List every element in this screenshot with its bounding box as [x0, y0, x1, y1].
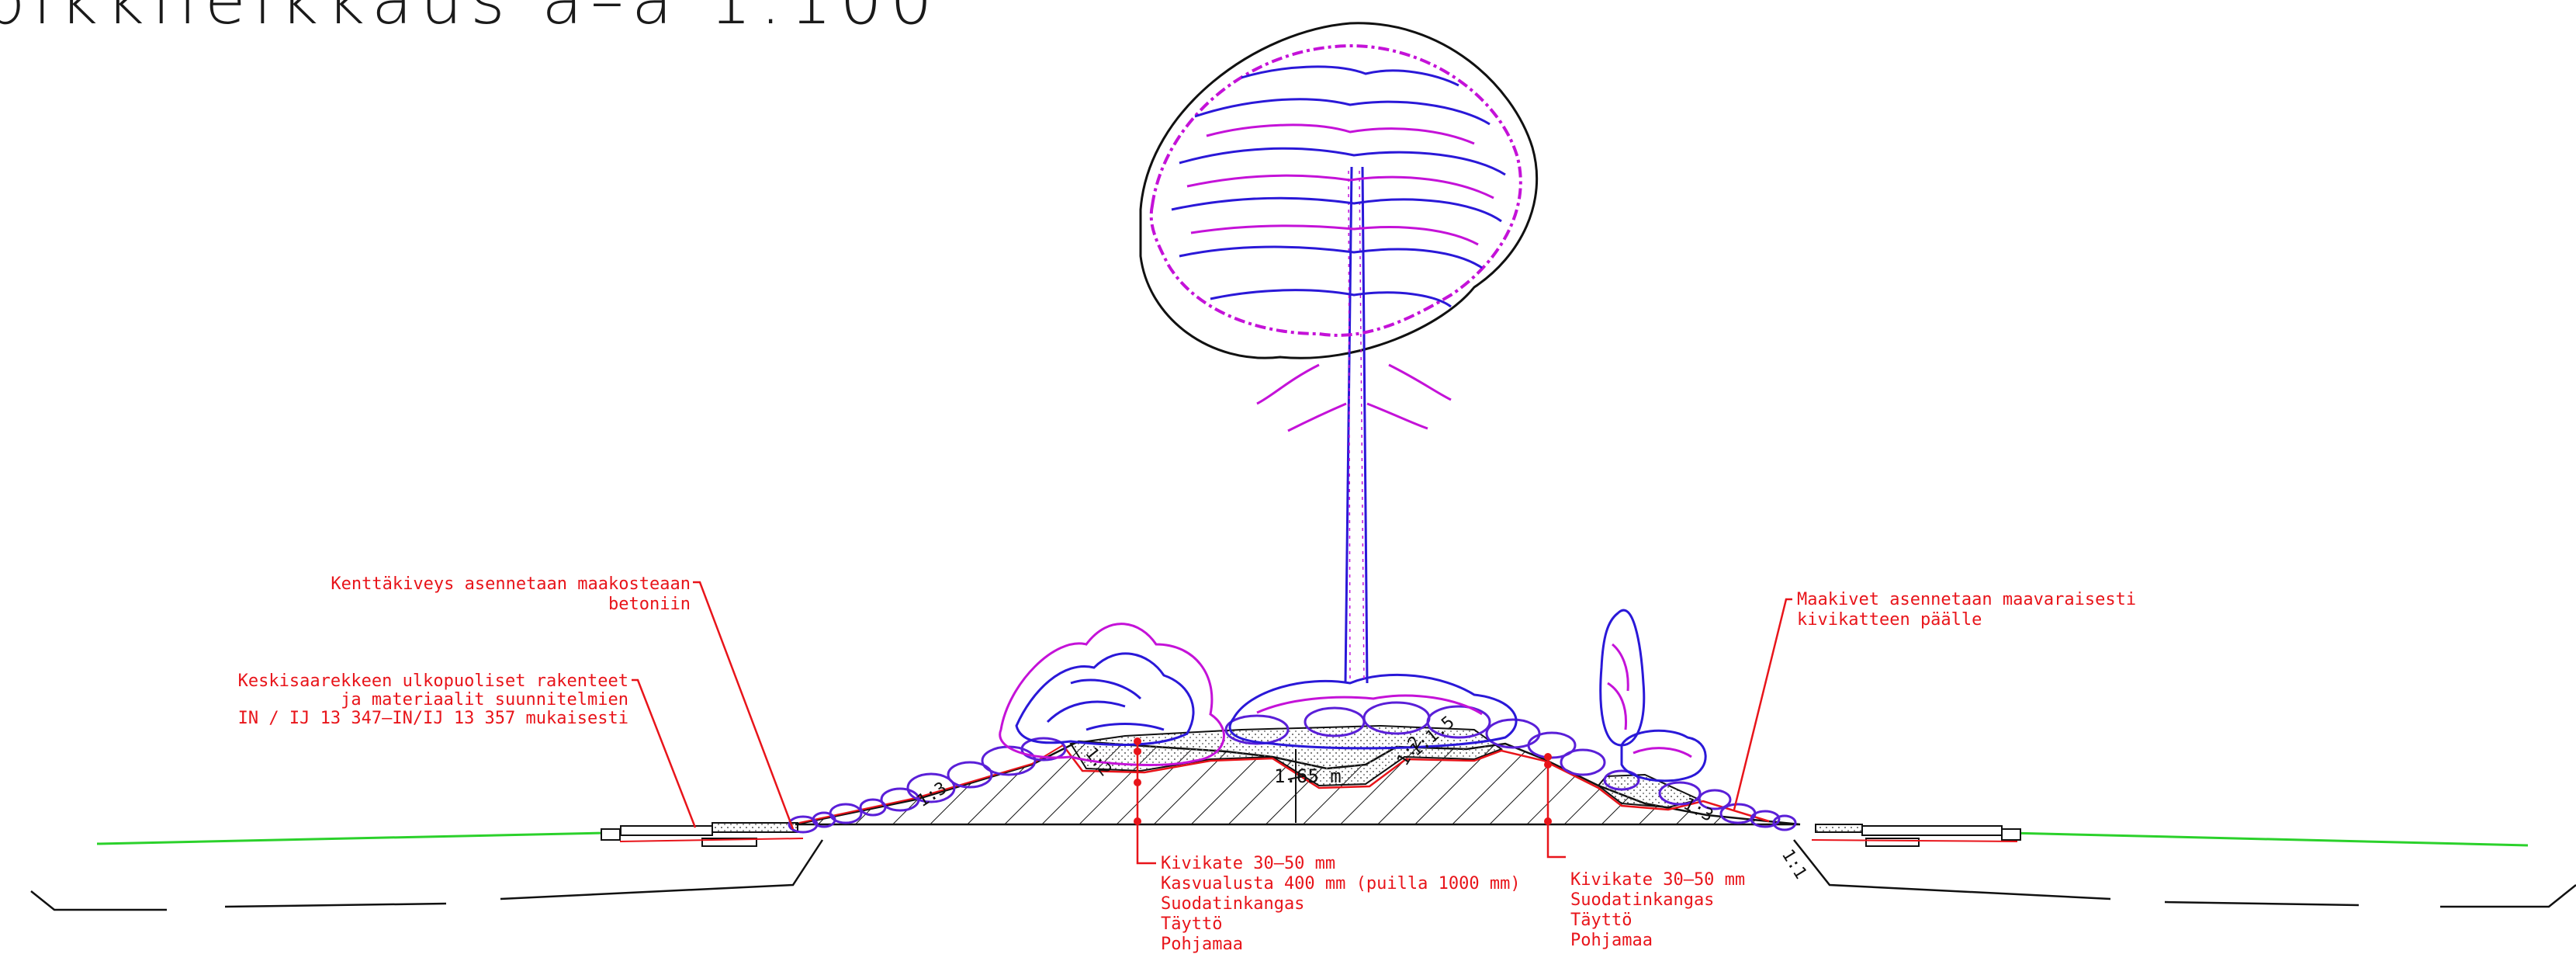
note-line: IN / IJ 13 347–IN/IJ 13 357 mukaisesti	[238, 709, 628, 728]
note-kenttakiveys: Kenttäkiveys asennetaan maakosteaan beto…	[331, 574, 691, 614]
note-line: Maakivet asennetaan maavaraisesti	[1797, 590, 2136, 609]
shrub-right-tall	[1599, 609, 1646, 747]
grass-lines	[96, 831, 2529, 847]
note-line: Kenttäkiveys asennetaan maakosteaan	[331, 574, 691, 594]
paving-left	[601, 822, 804, 847]
note-layers-center: Kivikate 30–50 mm Kasvualusta 400 mm (pu…	[1161, 854, 1521, 954]
stones	[788, 701, 1797, 834]
note-line: Keskisaarekkeen ulkopuoliset rakenteet	[238, 671, 628, 691]
drawing-title: bikkileikkaus a–a 1:100	[0, 0, 940, 40]
shrub-center	[1228, 673, 1518, 750]
layer-line: Täyttö	[1161, 914, 1222, 934]
note-line: ja materiaalit suunnitelmien	[341, 690, 628, 710]
shrub-right-round	[1620, 729, 1707, 782]
tree-canopy-outline	[1149, 44, 1522, 337]
note-layers-right: Kivikate 30–50 mm Suodatinkangas Täyttö …	[1570, 870, 1745, 950]
layer-line: Täyttö	[1570, 911, 1632, 930]
base-ground-lines	[30, 839, 2576, 911]
tree	[1139, 22, 1539, 684]
layer-line: Pohjamaa	[1161, 935, 1243, 954]
leader-lines	[632, 581, 1792, 865]
note-line: kivikatteen päälle	[1797, 610, 1982, 630]
slope-label-6: 1:1	[1778, 846, 1810, 883]
layer-line: Kivikate 30–50 mm	[1570, 870, 1745, 890]
paving-right	[1811, 824, 2021, 847]
shrub-left	[999, 623, 1225, 766]
layer-line: Kasvualusta 400 mm (puilla 1000 mm)	[1161, 874, 1521, 893]
note-line: betoniin	[608, 595, 691, 614]
height-dimension: 1.65 m	[1274, 765, 1342, 787]
layer-line: Suodatinkangas	[1161, 894, 1304, 914]
layer-line: Kivikate 30–50 mm	[1161, 854, 1335, 873]
note-maakivet: Maakivet asennetaan maavaraisesti kivika…	[1797, 590, 2136, 630]
layer-line: Suodatinkangas	[1570, 890, 1714, 910]
note-keskisaareke: Keskisaarekkeen ulkopuoliset rakenteet j…	[238, 671, 628, 728]
layer-line: Pohjamaa	[1570, 931, 1653, 950]
leader-dots	[1134, 737, 1552, 825]
